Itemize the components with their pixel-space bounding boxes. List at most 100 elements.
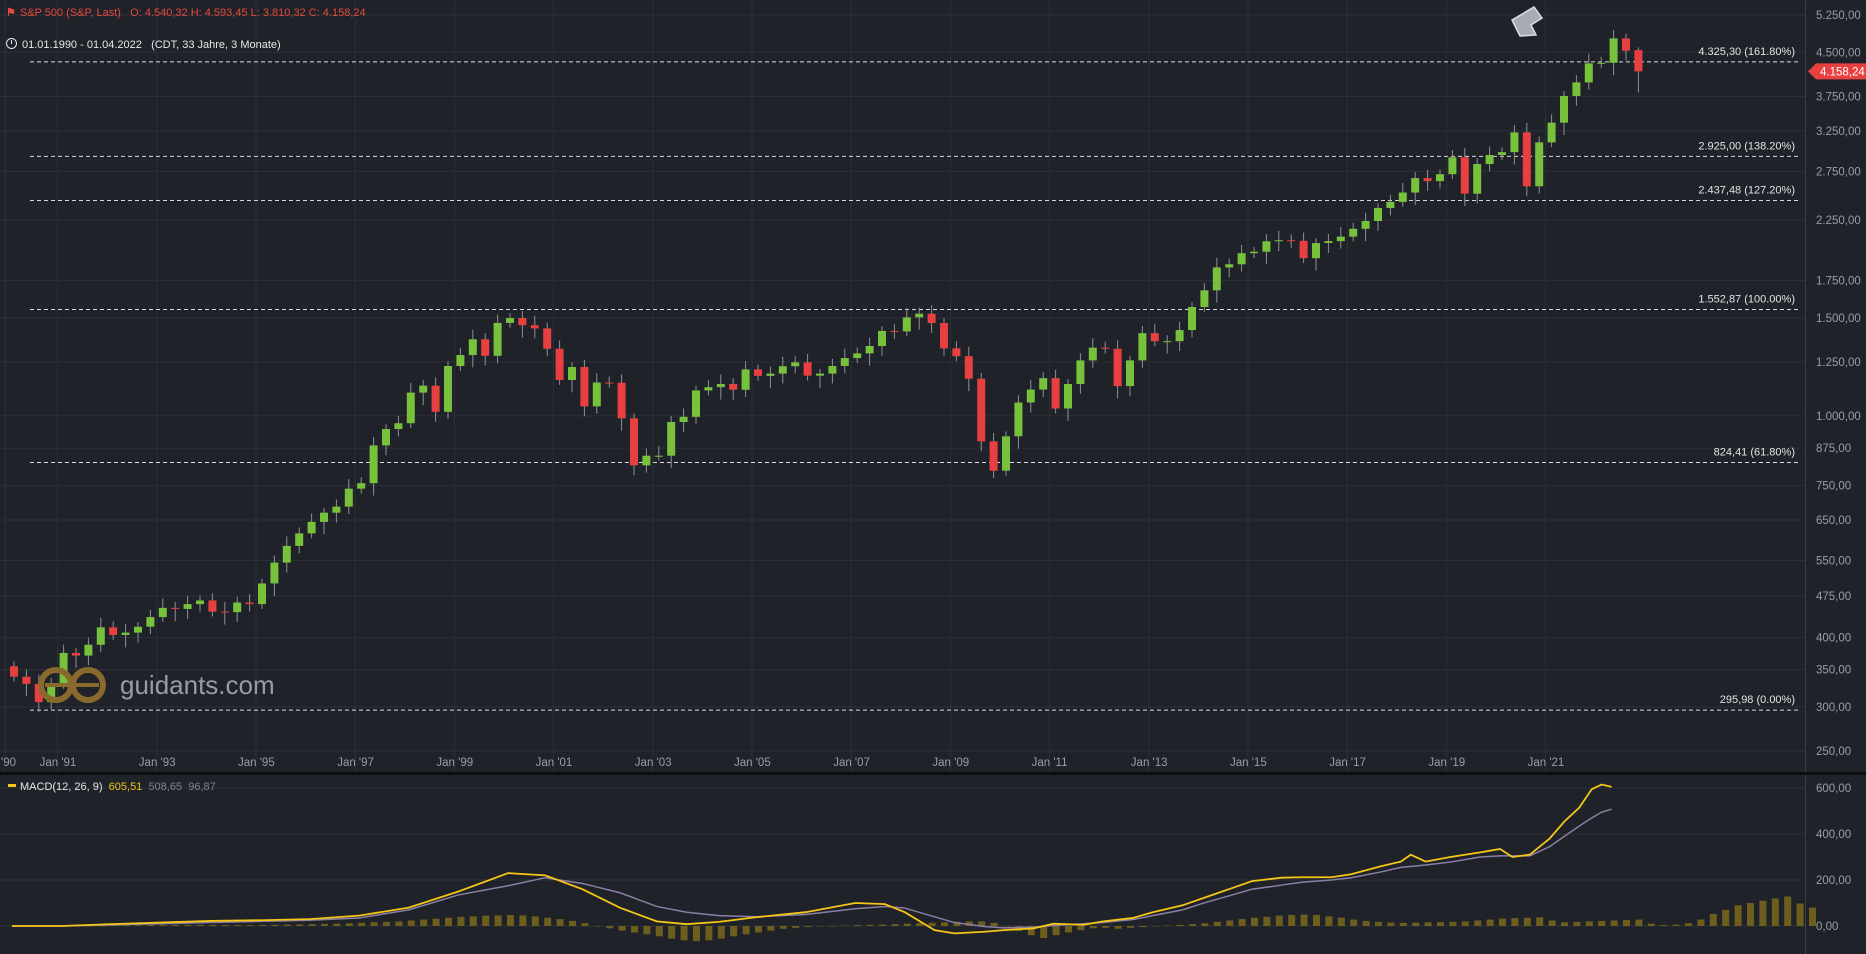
fib-level-label: 1.552,87 (100.00%)	[1698, 293, 1795, 305]
candle-down	[10, 666, 18, 677]
macd-histogram-bar	[457, 916, 465, 926]
time-tick-label: Jan '95	[238, 757, 275, 769]
candlestick-series	[10, 30, 1643, 713]
candle-up	[1237, 253, 1246, 265]
instrument-flag-icon: ⚑	[6, 7, 16, 19]
candle-up	[1312, 243, 1320, 259]
candle-up	[121, 632, 130, 635]
macd-histogram-bar	[1399, 922, 1407, 926]
macd-histogram-bar	[122, 925, 130, 926]
price-tick-label: 750,00	[1816, 480, 1851, 492]
macd-histogram-bar	[1685, 923, 1692, 926]
macd-histogram-bar	[420, 919, 428, 926]
clock-icon	[6, 38, 17, 49]
macd-histogram-bar	[1548, 920, 1556, 926]
candle-up	[96, 627, 105, 645]
candle-down	[1299, 240, 1308, 259]
macd-histogram-bar	[767, 926, 775, 931]
candle-up	[1262, 241, 1271, 252]
macd-histogram-bar	[1387, 922, 1395, 926]
price-tick-label: 3.750,00	[1816, 91, 1861, 103]
macd-histogram-bar	[1027, 926, 1035, 936]
time-tick-label: Jan '19	[1428, 757, 1465, 769]
time-tick-label: Jan '11	[1032, 757, 1068, 769]
macd-histogram-bar	[1238, 919, 1246, 926]
candle-up	[1026, 389, 1035, 403]
macd-histogram-bar	[1251, 917, 1258, 926]
candle-down	[580, 367, 589, 407]
last-price-marker	[1808, 63, 1866, 80]
candle-up	[568, 367, 576, 380]
macd-histogram-bar	[1461, 921, 1469, 926]
macd-histogram-bar	[345, 923, 353, 926]
period-header: 01.01.1990 - 01.04.2022 (CDT, 33 Jahre, …	[6, 38, 281, 51]
macd-histogram-bar	[1375, 921, 1382, 926]
macd-histogram-bar	[197, 924, 204, 926]
candle-up	[196, 600, 204, 605]
candle-up	[902, 317, 911, 332]
macd-histogram-bar	[1722, 909, 1730, 926]
time-tick-label: Jan '09	[932, 757, 969, 769]
macd-histogram-bar	[941, 922, 948, 926]
candle-up	[183, 604, 192, 609]
candle-up	[1398, 192, 1407, 202]
macd-value: 605,51	[108, 781, 143, 793]
candle-down	[617, 382, 626, 419]
macd-histogram-bar	[717, 926, 725, 939]
candle-up	[233, 602, 242, 613]
fib-level-label: 4.325,30 (161.80%)	[1698, 46, 1795, 58]
time-tick-label: Jan '21	[1528, 757, 1565, 769]
candle-up	[419, 385, 428, 393]
macd-histogram-bar	[172, 924, 180, 926]
macd-histogram-bar	[531, 916, 539, 926]
macd-histogram-bar	[643, 926, 651, 935]
period-range: 01.01.1990 - 01.04.2022	[22, 39, 142, 51]
price-tick-label: 1.250,00	[1816, 357, 1861, 369]
candle-up	[1163, 341, 1172, 343]
candle-up	[828, 366, 837, 374]
candle-down	[1460, 157, 1469, 194]
macd-histogram-bar	[1226, 920, 1234, 926]
candle-down	[1634, 50, 1643, 72]
guidants-logo: guidants.com	[36, 665, 275, 705]
macd-histogram-bar	[494, 915, 502, 926]
candle-down	[1101, 347, 1110, 349]
candle-up	[1473, 164, 1482, 194]
price-tick-label: 875,00	[1816, 443, 1851, 455]
macd-histogram-bar	[1412, 922, 1420, 926]
candle-down	[109, 627, 118, 635]
time-tick-label: Jan '01	[536, 757, 573, 769]
macd-histogram-bar	[1561, 922, 1568, 926]
macd-histogram-bar	[1809, 907, 1816, 926]
fib-level-label: 2.437,48 (127.20%)	[1698, 184, 1795, 196]
macd-histogram-bar	[990, 922, 998, 926]
macd-histogram-bar	[1784, 896, 1792, 926]
macd-histogram-bar	[1040, 926, 1048, 938]
macd-histogram-bar	[1114, 926, 1122, 929]
candle-down	[1423, 178, 1432, 182]
time-tick-label: Jan '17	[1329, 757, 1366, 769]
candle-up	[382, 429, 390, 446]
macd-histogram-bar	[321, 923, 328, 926]
macd-histogram-bar	[407, 920, 415, 926]
candle-up	[679, 416, 688, 422]
macd-histogram-bar	[1139, 926, 1147, 928]
candle-up	[1336, 236, 1345, 242]
candle-down	[630, 418, 638, 466]
time-tick-label: Jan '97	[337, 757, 374, 769]
macd-histogram-bar	[1511, 918, 1519, 926]
macd-histogram-bar	[680, 926, 688, 941]
macd-histogram-bar	[730, 926, 738, 937]
candle-down	[1522, 132, 1531, 187]
macd-histogram-bar	[742, 926, 750, 935]
candle-up	[667, 421, 676, 456]
candle-up	[1002, 436, 1010, 471]
macd-histogram-bar	[1585, 921, 1593, 926]
macd-histogram-bar	[1635, 919, 1643, 926]
macd-histogram-bar	[1275, 915, 1283, 926]
candle-down	[605, 382, 614, 384]
macd-histogram-bar	[1672, 924, 1680, 926]
candle-up	[282, 545, 291, 563]
